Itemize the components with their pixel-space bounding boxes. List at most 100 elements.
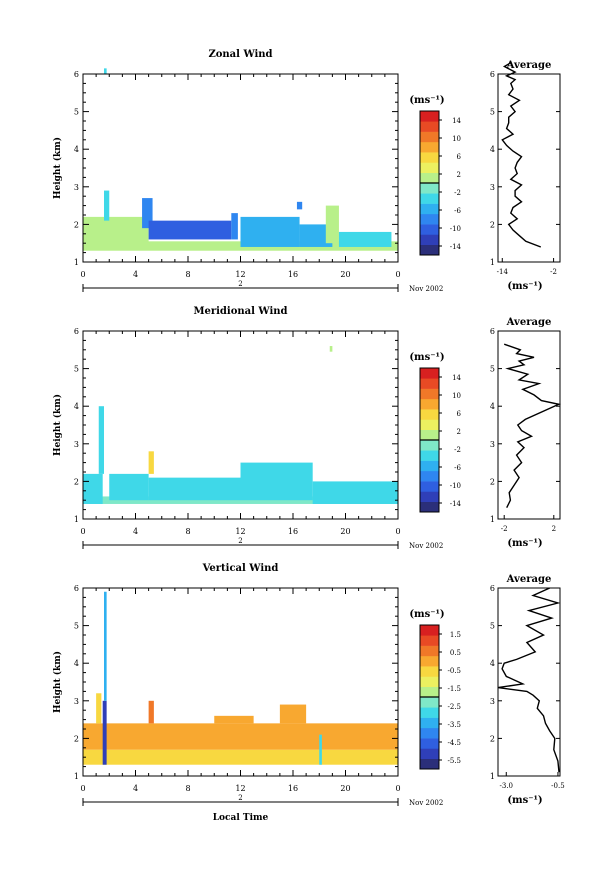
- heatmap-cell: [148, 477, 241, 501]
- average-y-tick-label: 5: [490, 365, 495, 374]
- date-bar-month: Nov 2002: [409, 285, 443, 293]
- average-profile-panel: Average 1 2 3 4 5 6 -14 -2 (ms⁻¹): [490, 60, 561, 292]
- average-y-tick-label: 2: [490, 220, 495, 229]
- colorbar-segment: [420, 440, 439, 451]
- average-y-tick-label: 6: [490, 584, 495, 593]
- colorbar-segment: [420, 244, 439, 256]
- colorbar-tick-label: 10: [452, 135, 461, 143]
- colorbar-tick-label: 2: [457, 428, 461, 436]
- y-tick-label: 2: [74, 734, 79, 743]
- y-axis-label: Height (km): [52, 651, 63, 713]
- date-bar-day: 2: [238, 794, 242, 802]
- colorbar-tick-label: -3.5: [448, 721, 462, 729]
- colorbar-segment: [420, 398, 439, 410]
- colorbar-segment: [420, 429, 439, 441]
- colorbar: (ms⁻¹) 1.5 0.5 -0.5 -1.5 -2.5 -3.5 -4.5 -5.5: [409, 609, 462, 770]
- colorbar-tick-label: 6: [457, 410, 462, 418]
- x-tick-label: 4: [133, 270, 138, 279]
- date-bar-month: Nov 2002: [409, 542, 443, 550]
- heatmap-cell: [96, 693, 102, 724]
- colorbar-segment: [420, 172, 439, 184]
- colorbar: (ms⁻¹) 14 10 6 2 -2 -6 -10 -14: [409, 95, 462, 256]
- colorbar-tick-label: 14: [452, 374, 461, 382]
- colorbar-tick-label: 2: [457, 171, 461, 179]
- heatmap-cell: [98, 406, 104, 474]
- colorbar-tick-label: -1.5: [448, 685, 462, 693]
- heatmap-cell: [148, 451, 154, 474]
- heatmap-cell: [102, 700, 107, 765]
- colorbar-unit: (ms⁻¹): [409, 352, 444, 363]
- average-y-tick-label: 1: [490, 515, 495, 524]
- x-tick-label: 8: [185, 527, 190, 536]
- average-y-tick-label: 3: [490, 697, 495, 706]
- colorbar-segment: [420, 707, 439, 718]
- average-y-tick-label: 3: [490, 183, 495, 192]
- date-bar-day: 2: [238, 280, 242, 288]
- colorbar-tick-label: -0.5: [448, 667, 462, 675]
- colorbar-segment: [420, 491, 439, 503]
- average-frame: [497, 73, 561, 263]
- heatmap-field: [83, 68, 398, 251]
- colorbar-segment: [420, 162, 439, 174]
- average-title: Average: [506, 317, 552, 328]
- colorbar-segment: [420, 368, 439, 379]
- average-y-tick-label: 1: [490, 258, 495, 267]
- y-tick-label: 1: [74, 258, 79, 267]
- heatmap-cell: [83, 723, 398, 750]
- heatmap-cell: [83, 473, 103, 504]
- colorbar-segment: [420, 635, 439, 646]
- average-x-tick-label: -0.5: [551, 782, 565, 790]
- colorbar-segment: [420, 645, 439, 657]
- colorbar-segment: [420, 470, 439, 482]
- x-tick-label: 16: [288, 270, 298, 279]
- y-tick-label: 5: [74, 622, 79, 631]
- average-profile-line: [501, 62, 542, 248]
- date-bar: 2 Nov 2002: [82, 280, 443, 293]
- colorbar-segment: [420, 697, 439, 708]
- heatmap-cell: [231, 213, 238, 240]
- x-tick-label: 20: [340, 784, 350, 793]
- average-x-tick-label: 2: [552, 525, 556, 533]
- colorbar-segment: [420, 234, 439, 246]
- y-tick-label: 5: [74, 108, 79, 117]
- average-x-tick-label: -2: [550, 268, 557, 276]
- x-tick-label: 12: [235, 270, 245, 279]
- colorbar-unit: (ms⁻¹): [409, 95, 444, 106]
- colorbar-segment: [420, 666, 439, 677]
- heatmap-cell: [104, 68, 107, 74]
- panel-title: Zonal Wind: [208, 49, 272, 60]
- colorbar-segment: [420, 717, 439, 729]
- x-tick-label: 20: [340, 270, 350, 279]
- colorbar-segment: [420, 224, 439, 235]
- heatmap-cell: [104, 190, 110, 221]
- colorbar-tick-label: -2.5: [448, 703, 462, 711]
- average-profile-panel: Average 1 2 3 4 5 6 -2 2 (ms⁻¹): [490, 317, 562, 549]
- average-profile-line: [503, 343, 562, 509]
- heatmap-cell: [214, 715, 254, 724]
- heatmap-cell: [148, 220, 232, 240]
- colorbar-segment: [420, 450, 439, 461]
- colorbar-tick-label: 10: [452, 392, 461, 400]
- heatmap-cell: [148, 700, 154, 724]
- colorbar-segment: [420, 676, 439, 688]
- average-y-tick-label: 3: [490, 440, 495, 449]
- y-axis-label: Height (km): [52, 137, 63, 199]
- heatmap-field: [83, 346, 398, 504]
- colorbar-segment: [420, 213, 439, 225]
- y-tick-label: 1: [74, 772, 79, 781]
- colorbar-segment: [420, 738, 439, 749]
- colorbar-segment: [420, 501, 439, 513]
- heatmap-cell: [299, 224, 333, 247]
- x-tick-label: 8: [185, 270, 190, 279]
- colorbar-tick-label: -2: [454, 189, 461, 197]
- average-frame: [497, 330, 561, 520]
- x-tick-label: 4: [133, 527, 138, 536]
- colorbar-segment: [420, 131, 439, 143]
- colorbar-segment: [420, 141, 439, 153]
- x-tick-label: 0: [80, 527, 85, 536]
- colorbar-segment: [420, 686, 439, 698]
- colorbar-tick-label: -10: [450, 482, 461, 490]
- heatmap-cell: [83, 216, 149, 247]
